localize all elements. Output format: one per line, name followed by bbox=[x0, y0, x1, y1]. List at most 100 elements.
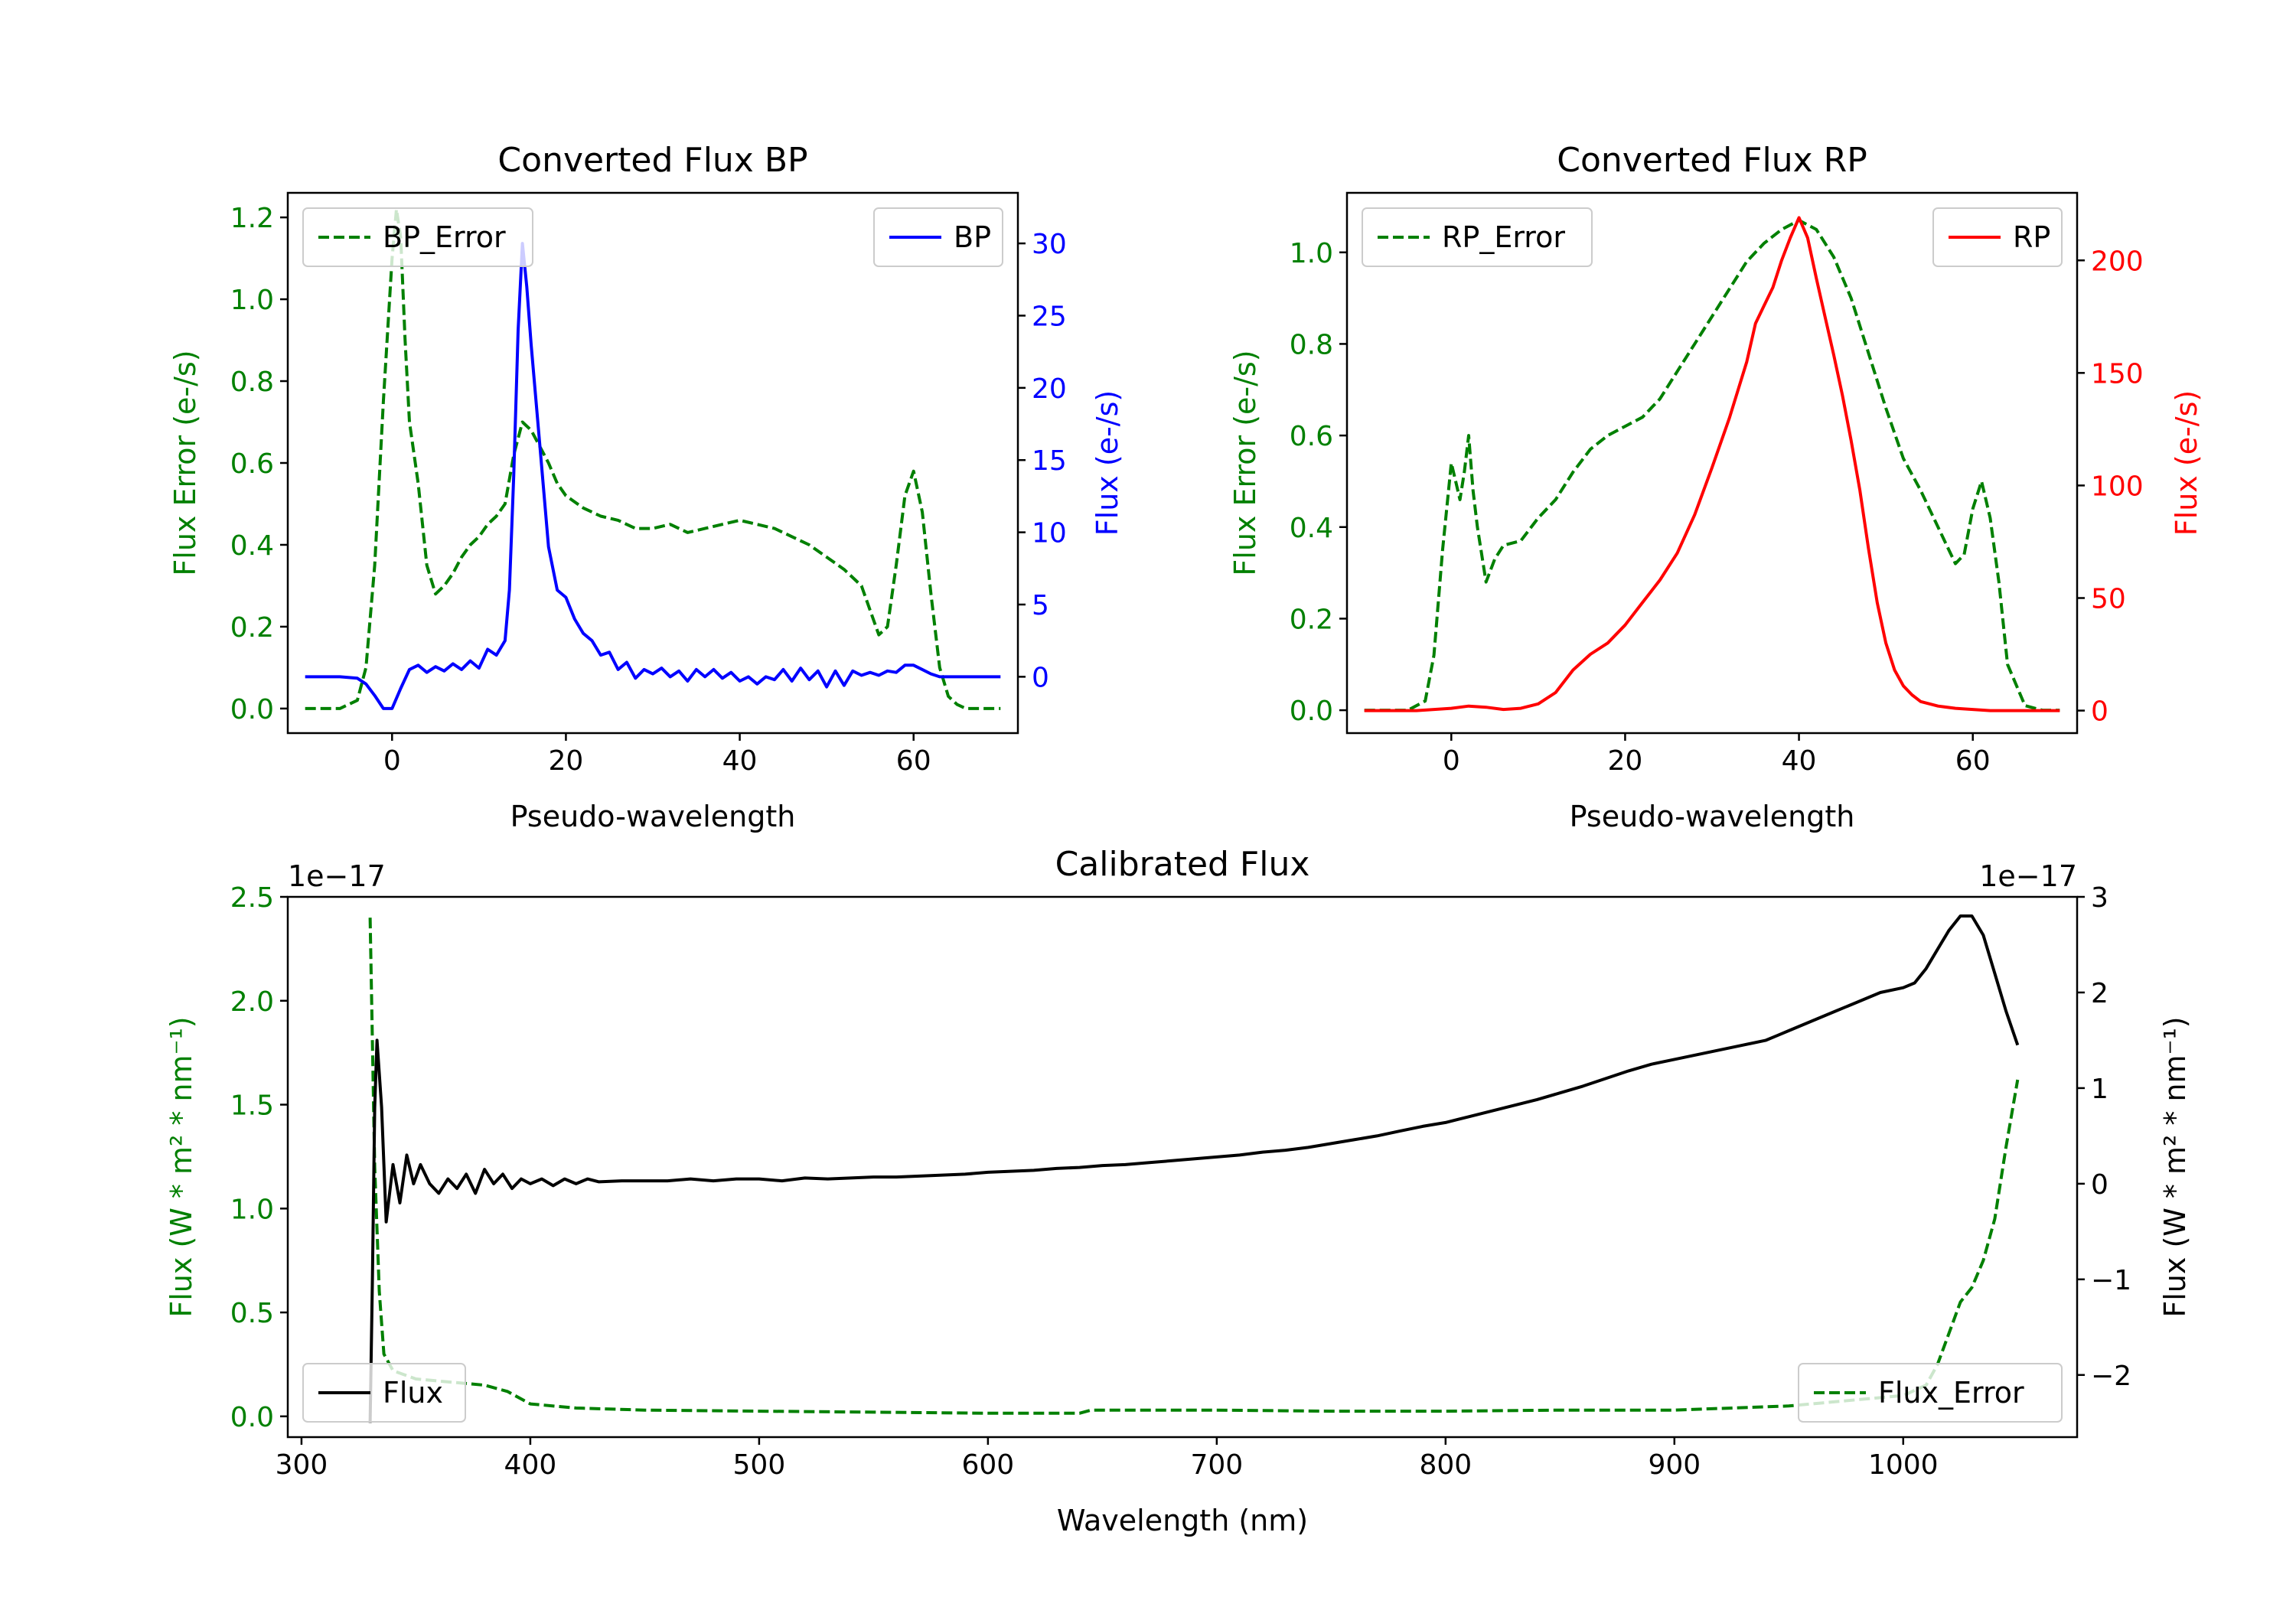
rp-legend-label: RP bbox=[2013, 220, 2050, 254]
bp-x-tick-label: 40 bbox=[722, 745, 758, 777]
rp-x-tick-label: 0 bbox=[1443, 745, 1460, 777]
rp-left-tick-label: 0.2 bbox=[1290, 604, 1333, 635]
bp-series-bp-line bbox=[305, 242, 1001, 710]
bp-x-tick-label: 0 bbox=[383, 745, 401, 777]
calibrated-left-tick-label: 0.0 bbox=[230, 1402, 274, 1433]
rp-ticks: 0 20 40 60 0.0 0.2 0.4 0.6 0.8 1.0 0 50 100 150 200 bbox=[1290, 238, 2144, 777]
rp-legends: RP_Error RP bbox=[1362, 207, 2063, 267]
rp-legend-box bbox=[1362, 207, 1593, 267]
calibrated-legend-box bbox=[1798, 1363, 2063, 1423]
calibrated-panel: Calibrated Flux Wavelength (nm) Flux (W … bbox=[165, 845, 2192, 1537]
rp-right-tick-label: 200 bbox=[2091, 246, 2144, 277]
calibrated-right-tick-label: −2 bbox=[2091, 1361, 2131, 1392]
calibrated-right-tick-label: 1 bbox=[2091, 1074, 2108, 1105]
calibrated-right-axis-label: Flux (W * m² * nm⁻¹) bbox=[2158, 1016, 2192, 1317]
rp-legend-rp-error: RP_Error bbox=[1362, 207, 1593, 267]
calibrated-ticks: 300 400 500 600 700 800 900 1000 0.0 0.5 1.0 1.5 2.0… bbox=[230, 882, 2131, 1481]
rp-left-tick-label: 0.6 bbox=[1290, 421, 1333, 452]
rp-right-tick-label: 50 bbox=[2091, 584, 2126, 615]
calibrated-x-tick-label: 1000 bbox=[1868, 1449, 1939, 1481]
calibrated-series-flux-line bbox=[368, 914, 2020, 1423]
calibrated-left-tick-label: 0.5 bbox=[230, 1298, 274, 1329]
rp-series-rp-line bbox=[1364, 216, 2060, 712]
calibrated-left-offset-text: 1e−17 bbox=[288, 859, 386, 893]
bp-legend-bp: BP bbox=[873, 207, 1003, 267]
rp-legend-rp: RP bbox=[1932, 207, 2063, 267]
calibrated-legends: Flux Flux_Error bbox=[302, 1363, 2063, 1423]
bp-right-tick-label: 20 bbox=[1032, 373, 1067, 405]
calibrated-x-axis-label: Wavelength (nm) bbox=[1057, 1504, 1308, 1537]
calibrated-right-tick-label: 2 bbox=[2091, 978, 2108, 1009]
calibrated-x-tick-label: 300 bbox=[276, 1449, 328, 1481]
bp-left-tick-label: 0.8 bbox=[230, 367, 274, 398]
bp-title: Converted Flux BP bbox=[497, 141, 807, 180]
bp-legend-box bbox=[302, 207, 533, 267]
calibrated-left-tick-label: 1.0 bbox=[230, 1194, 274, 1225]
rp-right-tick-label: 150 bbox=[2091, 358, 2144, 390]
rp-x-tick-label: 60 bbox=[1955, 745, 1991, 777]
rp-x-tick-label: 40 bbox=[1782, 745, 1817, 777]
calibrated-left-tick-label: 2.0 bbox=[230, 986, 274, 1018]
rp-data-marks bbox=[1364, 216, 2060, 712]
rp-left-tick-label: 1.0 bbox=[1290, 238, 1333, 269]
calibrated-x-tick-label: 900 bbox=[1648, 1449, 1701, 1481]
calibrated-legend-flux: Flux bbox=[302, 1363, 466, 1423]
rp-right-tick-label: 0 bbox=[2091, 696, 2108, 728]
bp-left-tick-label: 0.2 bbox=[230, 612, 274, 644]
rp-x-tick-label: 20 bbox=[1608, 745, 1643, 777]
calibrated-right-tick-label: 0 bbox=[2091, 1169, 2108, 1201]
rp-left-tick-label: 0.0 bbox=[1290, 696, 1333, 727]
bp-right-tick-label: 25 bbox=[1032, 301, 1067, 332]
bp-right-tick-label: 15 bbox=[1032, 445, 1067, 477]
rp-right-tick-label: 100 bbox=[2091, 471, 2144, 502]
rp-left-tick-label: 0.4 bbox=[1290, 513, 1333, 544]
bp-x-axis-label: Pseudo-wavelength bbox=[510, 800, 796, 833]
bp-right-tick-label: 30 bbox=[1032, 229, 1067, 260]
calibrated-x-tick-label: 800 bbox=[1419, 1449, 1472, 1481]
bp-right-tick-label: 5 bbox=[1032, 590, 1049, 621]
bp-panel: Converted Flux BP Pseudo-wavelength Flux… bbox=[168, 141, 1124, 833]
calibrated-plot-frame bbox=[286, 895, 2079, 1439]
calibrated-legend-box bbox=[302, 1363, 466, 1423]
bp-x-tick-label: 60 bbox=[896, 745, 931, 777]
rp-panel: Converted Flux RP Pseudo-wavelength Flux… bbox=[1228, 141, 2203, 833]
calibrated-x-tick-label: 500 bbox=[733, 1449, 786, 1481]
bp-legend-label: BP_Error bbox=[383, 220, 506, 254]
calibrated-x-tick-label: 600 bbox=[962, 1449, 1015, 1481]
rp-right-axis-label: Flux (e-/s) bbox=[2170, 390, 2203, 536]
bp-left-tick-label: 1.0 bbox=[230, 285, 274, 316]
bp-left-tick-label: 0.0 bbox=[230, 694, 274, 725]
calibrated-x-tick-label: 700 bbox=[1190, 1449, 1243, 1481]
bp-left-tick-label: 0.6 bbox=[230, 448, 274, 480]
bp-right-tick-label: 0 bbox=[1032, 662, 1049, 693]
bp-ticks: 0 20 40 60 0.0 0.2 0.4 0.6 0.8 1.0 1.2 0 5 10 15 20 25 30 bbox=[230, 203, 1067, 777]
bp-left-tick-label: 0.4 bbox=[230, 530, 274, 562]
calibrated-left-tick-label: 1.5 bbox=[230, 1090, 274, 1122]
rp-title: Converted Flux RP bbox=[1557, 141, 1867, 180]
calibrated-right-tick-label: 3 bbox=[2091, 882, 2108, 914]
bp-x-tick-label: 20 bbox=[549, 745, 584, 777]
bp-legend-label: BP bbox=[954, 220, 991, 254]
rp-legend-label: RP_Error bbox=[1442, 220, 1565, 254]
bp-legend-bp-error: BP_Error bbox=[302, 207, 533, 267]
rp-x-axis-label: Pseudo-wavelength bbox=[1570, 800, 1855, 833]
calibrated-right-tick-label: −1 bbox=[2091, 1265, 2131, 1296]
calibrated-right-offset-text: 1e−17 bbox=[1979, 859, 2077, 893]
calibrated-left-axis-label: Flux (W * m² * nm⁻¹) bbox=[165, 1016, 198, 1317]
bp-right-axis-label: Flux (e-/s) bbox=[1091, 390, 1124, 536]
rp-left-axis-label: Flux Error (e-/s) bbox=[1228, 350, 1262, 575]
bp-legends: BP_Error BP bbox=[302, 207, 1003, 267]
rp-series-rp-error-line bbox=[1364, 218, 2060, 712]
rp-plot-frame bbox=[1345, 191, 2079, 735]
calibrated-title: Calibrated Flux bbox=[1055, 845, 1310, 884]
bp-data-marks bbox=[305, 207, 1001, 710]
calibrated-legend-label: Flux bbox=[383, 1376, 443, 1410]
calibrated-x-tick-label: 400 bbox=[504, 1449, 557, 1481]
calibrated-legend-label: Flux_Error bbox=[1878, 1376, 2024, 1410]
calibrated-left-tick-label: 2.5 bbox=[230, 882, 274, 914]
bp-right-tick-label: 10 bbox=[1032, 518, 1067, 549]
calibrated-legend-flux-error: Flux_Error bbox=[1798, 1363, 2063, 1423]
bp-left-axis-label: Flux Error (e-/s) bbox=[168, 350, 202, 575]
rp-left-tick-label: 0.8 bbox=[1290, 329, 1333, 360]
